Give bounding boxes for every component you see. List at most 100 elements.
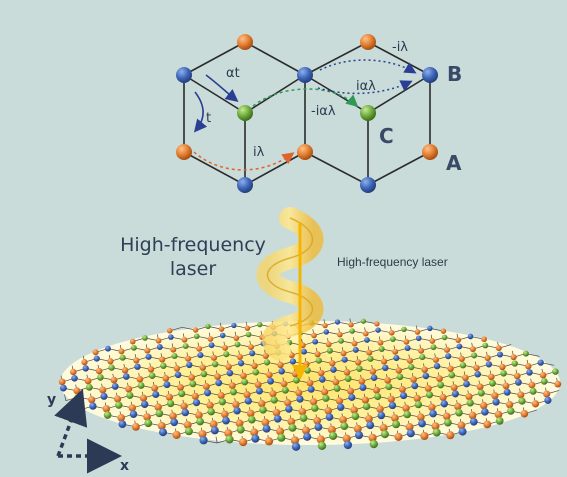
lattice-site-A [447,365,454,373]
lattice-site-C [223,351,230,358]
lattice-site-B [415,335,422,342]
lattice-site-A [324,407,333,415]
lattice-site-B [82,365,89,372]
site-A [422,144,438,160]
lattice-site-A [180,402,188,410]
lattice-site-A [361,396,370,404]
lattice-site-A [222,344,229,351]
lattice-site-A [321,388,329,396]
lattice-site-A [228,382,236,390]
lattice-site-C [270,396,278,404]
lattice-site-A [311,332,317,339]
lattice-site-A [473,364,480,372]
lattice-site-A [192,327,199,333]
lattice-site-B [215,379,223,387]
lattice-site-A [491,392,499,400]
lattice-site-A [502,382,510,390]
lattice-site-C [74,393,82,401]
lattice-site-A [196,345,203,352]
lattice-site-B [406,429,415,438]
lattice-site-A [432,356,440,363]
lattice-site-A [406,357,414,364]
lattice-site-B [122,373,130,380]
lattice-site-A [199,364,207,371]
lattice-site-C [378,346,385,352]
lattice-site-A [374,321,380,327]
site-C [360,105,376,121]
lattice-site-A [225,363,232,370]
lattice-site-C [317,441,327,450]
lattice-site-A [232,400,240,409]
lattice-site-A [517,391,525,399]
lattice-site-A [398,385,406,393]
lattice-site-C [380,430,389,439]
lattice-site-B [458,427,467,436]
lattice-site-C [247,415,256,424]
lattice-site-C [182,343,189,350]
lattice-site-C [338,338,344,344]
lattice-site-B [343,440,353,450]
lattice-site-A [155,337,162,344]
lattice-site-C [367,355,374,362]
lattice-site-C [259,406,267,414]
lattice-site-C [119,354,126,361]
lattice-site-B [141,400,149,409]
lattice-site-C [252,368,260,376]
lattice-site-C [466,399,474,407]
lattice-site-A [290,436,300,445]
lattice-site-A [348,322,354,328]
lattice-site-C [419,354,426,361]
lattice-site-A [84,377,92,385]
lattice-site-B [352,346,359,353]
lattice-site-A [325,341,332,348]
lattice-site-A [251,362,258,370]
lattice-site-B [237,360,245,367]
lattice-site-C [408,363,415,371]
lattice-site-A [284,399,292,407]
lattice-site-C [236,425,245,434]
lattice-site-B [382,364,389,372]
lattice-site-A [191,392,199,400]
lattice-site-B [359,384,367,391]
lattice-site-B [427,325,433,332]
lattice-site-A [183,421,192,429]
lattice-site-A [238,437,248,447]
lattice-site-C [85,383,93,391]
lattice-site-C [540,378,548,385]
lattice-site-A [480,401,488,410]
lattice-site-A [95,367,103,375]
lattice-site-A [233,335,240,341]
lattice-site-B [537,359,544,366]
lattice-site-B [231,322,237,329]
lattice-site-A [476,383,484,391]
lattice-site-A [392,348,399,355]
lattice-site-A [154,403,162,411]
lattice-site-A [421,366,428,373]
lattice-site-A [373,386,380,394]
lattice-site-A [322,322,328,329]
lattice-site-C [241,378,249,386]
lattice-site-A [92,349,99,356]
lattice-site-B [300,348,308,355]
lattice-site-A [144,347,151,354]
hop-label-minus-i-lambda: -iλ [392,40,408,55]
axis-label-x: x [120,458,130,474]
lattice-site-C [500,370,507,377]
lattice-site-A [240,372,247,380]
lattice-site-A [250,428,259,437]
lattice-site-B [422,372,430,380]
lattice-site-C [178,390,186,398]
lattice-site-A [295,389,303,397]
lattice-site-A [306,379,314,387]
lattice-site-B [249,350,256,357]
lattice-site-B [544,396,552,404]
lattice-site-A [337,331,343,338]
lattice-site-A [258,399,266,408]
lattice-site-C [522,350,529,357]
lattice-site-A [88,396,96,404]
site-B [422,67,438,83]
lattice-site-C [299,414,308,422]
lattice-site-C [401,326,407,333]
lattice-site-B [129,410,138,418]
lattice-site-B [105,345,111,352]
